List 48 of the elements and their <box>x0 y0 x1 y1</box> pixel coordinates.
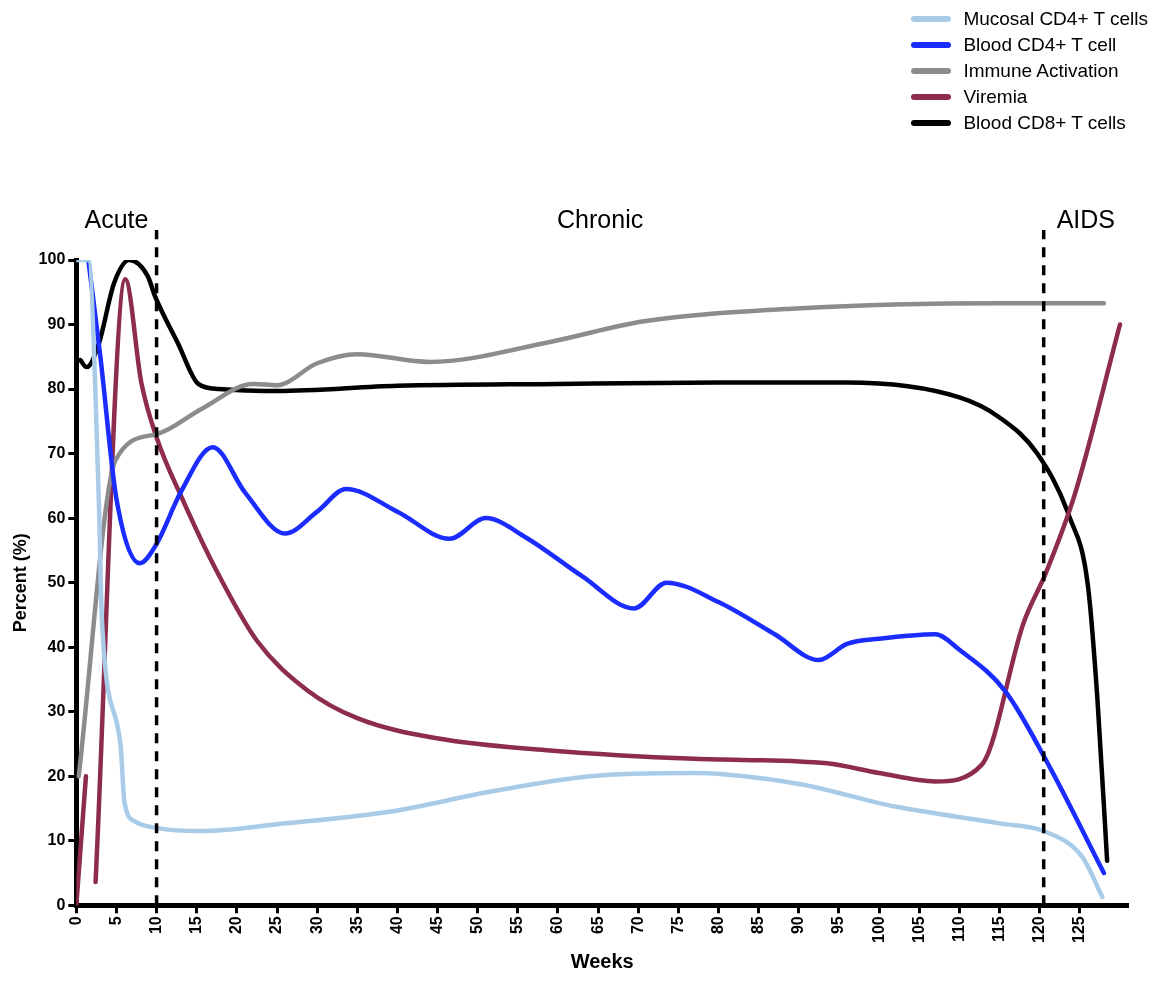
x-tick-label: 75 <box>668 916 686 935</box>
x-tick-label: 40 <box>387 916 405 935</box>
x-tick-label: 115 <box>989 916 1007 943</box>
x-tick-label: 10 <box>146 916 164 935</box>
x-tick-label: 15 <box>187 916 205 935</box>
x-tick-label: 45 <box>427 916 445 935</box>
x-tick-label: 120 <box>1030 916 1048 944</box>
y-tick-label: 90 <box>47 314 66 332</box>
y-tick-label: 10 <box>47 831 66 849</box>
text: Chronic <box>557 205 644 234</box>
x-tick-label: 100 <box>869 916 887 944</box>
x-tick-label: 55 <box>508 916 526 935</box>
y-tick-label: 20 <box>47 766 66 784</box>
x-tick-label: 35 <box>347 916 365 935</box>
x-tick-label: 85 <box>749 916 767 935</box>
line-series <box>76 300 1107 779</box>
y-tick-label: 30 <box>47 702 66 720</box>
x-tick-label: 70 <box>628 916 646 935</box>
y-tick-label: 80 <box>47 379 66 397</box>
x-tick-label: 20 <box>227 916 245 935</box>
y-tick-label: 0 <box>56 895 66 913</box>
y-tick-label: 60 <box>47 508 66 526</box>
y-tick-label: 70 <box>47 444 66 461</box>
x-tick-label: 5 <box>106 916 124 926</box>
x-tick-label: 50 <box>468 916 486 935</box>
x-tick-label: 60 <box>548 916 566 935</box>
y-tick-label: 40 <box>47 637 66 655</box>
x-tick-label: 25 <box>267 916 285 935</box>
x-tick-label: 65 <box>588 916 606 935</box>
x-tick-label: 0 <box>66 916 84 926</box>
x-tick-label: 30 <box>307 916 325 935</box>
legend-label: Mucosal CD4+ T cells <box>963 7 1148 31</box>
x-tick-label: 125 <box>1070 916 1088 944</box>
x-tick-label: 95 <box>829 916 847 935</box>
legend-label: Blood CD8+ T cells <box>963 111 1126 135</box>
x-tick-label: 110 <box>949 916 967 943</box>
y-axis-title: Percent (%) <box>9 533 30 633</box>
legend-label: Blood CD4+ T cell <box>963 33 1117 57</box>
x-tick-label: 90 <box>789 916 807 935</box>
x-axis-title: Weeks <box>570 949 634 972</box>
x-tick-label: 105 <box>909 916 927 944</box>
x-tick-label: 80 <box>708 916 726 935</box>
text: AIDS <box>1056 205 1116 234</box>
text: Acute <box>84 205 149 234</box>
y-tick-label: 50 <box>47 573 66 591</box>
legend-label: Immune Activation <box>963 59 1119 83</box>
y-tick-label: 100 <box>38 250 66 268</box>
legend-label: Viremia <box>963 85 1028 109</box>
